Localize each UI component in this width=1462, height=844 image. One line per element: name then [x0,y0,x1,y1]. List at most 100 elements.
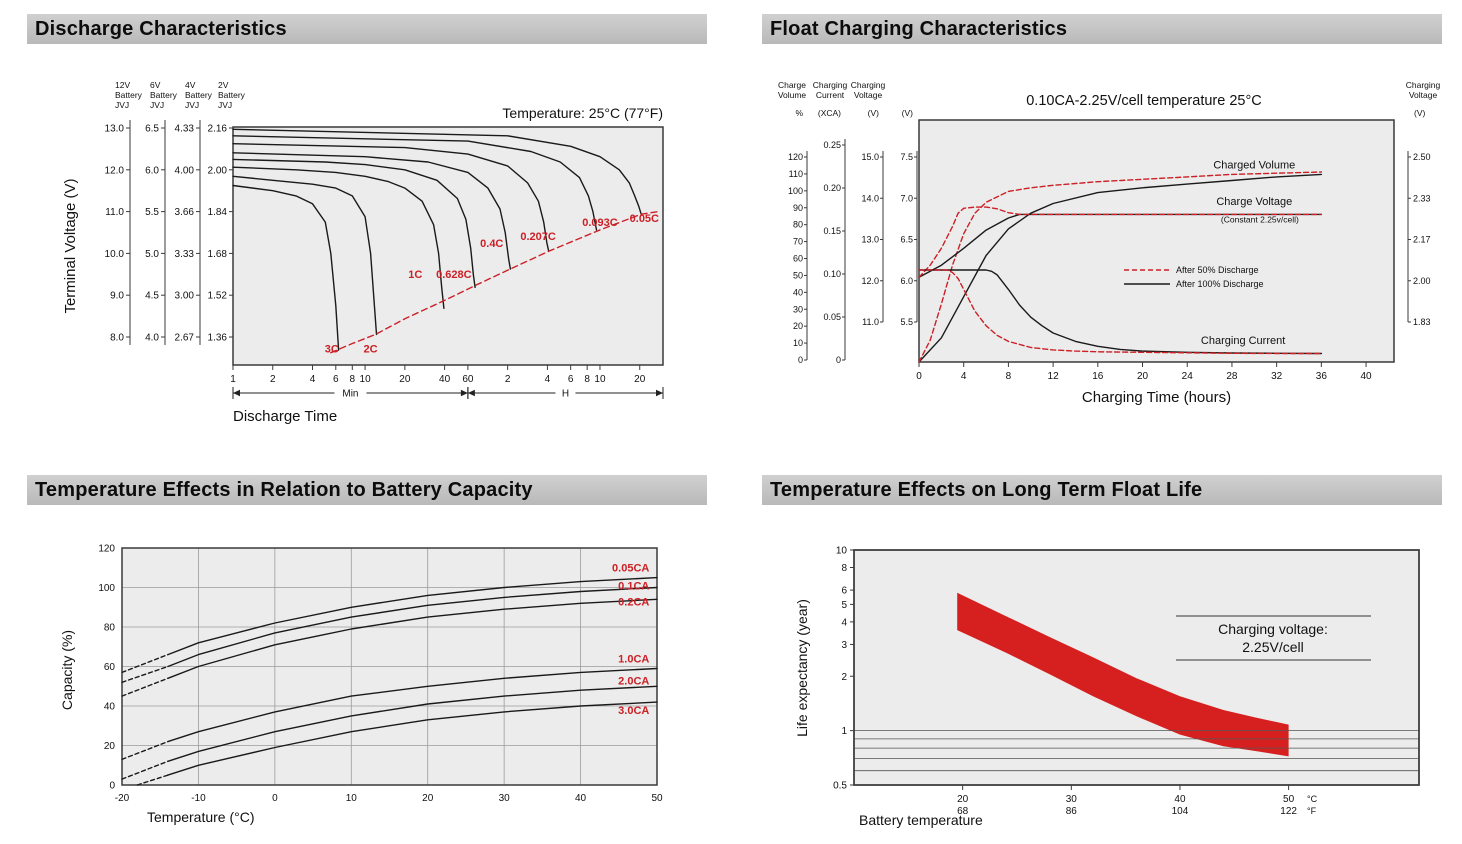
voltage-tick-label: 2.67 [175,333,195,344]
plot-frame [853,549,1420,786]
axis-header: Volume [778,90,807,100]
y-tick-label: 20 [104,741,116,752]
y-tick-label: 5 [841,600,847,611]
legend-label: After 50% Discharge [1176,265,1259,275]
x-tick-label: 20 [1137,371,1149,382]
voltage-column-header: JVJ [218,100,232,110]
panel-header-float-charging: Float Charging Characteristics [762,14,1442,44]
axis-header: Charging [1406,80,1441,90]
axis-tick-label: 15.0 [861,152,879,162]
panel-title-float-charging: Float Charging Characteristics [770,17,1068,40]
arrowhead-icon [460,389,468,397]
y-tick-label: 4 [841,617,847,628]
x-tick-label: 10 [346,793,358,804]
x-unit-celsius: °C [1307,794,1318,804]
axis-header: Charge [778,80,806,90]
axis-tick-label: 1.83 [1413,317,1431,327]
x-tick-label: 1 [230,374,236,385]
y-axis-title: Terminal Voltage (V) [62,178,79,313]
voltage-tick-label: 4.00 [175,165,195,176]
axis-tick-label: 60 [793,254,803,264]
axis-tick-label: 2.50 [1413,152,1431,162]
x-tick-label: 10 [360,374,372,385]
voltage-column-header: Battery [115,90,143,100]
x-tick-label: 0 [916,371,922,382]
axis-tick-label: 0.15 [823,226,841,236]
float-life-chart: 1086543210.5206830864010450122°C°FChargi… [794,546,1420,828]
axis-header: Current [816,90,845,100]
x-tick-label: 8 [350,374,356,385]
x-tick-label-celsius: 30 [1066,794,1078,805]
plot-area [918,119,1395,363]
voltage-tick-label: 3.00 [175,291,195,302]
x-axis-title: Temperature (°C) [147,809,255,825]
rate-label: 2C [364,344,378,356]
panel-float-charging: Float Charging Characteristics 0.10CA-2.… [762,14,1462,434]
voltage-tick-label: 8.0 [110,333,124,344]
rate-label: 0.2CA [618,596,649,608]
x-tick-label-fahrenheit: 68 [957,806,969,817]
axis-tick-label: 110 [789,169,803,179]
capacity-curve-0.2CA-dashed [121,677,169,697]
x-tick-label: 4 [310,374,316,385]
voltage-tick-label: 6.5 [145,124,159,135]
time-unit-label: Min [342,389,358,400]
voltage-column-header: JVJ [185,100,199,110]
voltage-tick-label: 9.0 [110,291,124,302]
rate-label: 1C [408,269,422,281]
x-tick-label: 4 [545,374,551,385]
discharge-curve-0.628C [232,158,476,289]
voltage-tick-label: 1.36 [208,333,228,344]
panel-header-float-life: Temperature Effects on Long Term Float L… [762,475,1442,505]
axis-header: Charging [851,80,886,90]
plot-area [853,549,1420,786]
rate-label: 1.0CA [618,654,649,666]
cutoff-voltage-curve [330,210,659,354]
discharge-curve-1C [232,166,445,309]
voltage-tick-label: 1.84 [208,207,228,218]
curve-label: Charging Current [1201,335,1285,347]
y-tick-label: 120 [98,544,115,555]
curve-charged-volume-after-100 [918,173,1323,363]
x-tick-label: 40 [1360,371,1372,382]
capacity-curve-0.05CA [167,576,658,656]
voltage-tick-label: 1.68 [208,249,228,260]
x-tick-label: 0 [272,793,278,804]
capacity-curve-3.0CA [167,701,658,776]
x-tick-label: 20 [422,793,434,804]
curve-label: (Constant 2.25v/cell) [1221,215,1299,225]
voltage-column-header: Battery [185,90,213,100]
voltage-tick-label: 6.0 [145,165,159,176]
charging-voltage-annotation-value: 2.25V/cell [1242,639,1303,655]
panel-temperature-capacity: Temperature Effects in Relation to Batte… [27,475,727,840]
x-tick-label: 32 [1271,371,1283,382]
axis-tick-label: 6.0 [900,276,913,286]
x-tick-label-fahrenheit: 104 [1172,806,1189,817]
x-tick-label: 12 [1048,371,1060,382]
axis-tick-label: 2.00 [1413,276,1431,286]
x-tick-label: 28 [1226,371,1238,382]
x-tick-label: 50 [651,793,663,804]
x-unit-fahrenheit: °F [1307,806,1317,816]
voltage-tick-label: 2.00 [208,165,228,176]
curve-charge-voltage-after-50 [918,206,1323,278]
axis-header: Charging [813,80,848,90]
voltage-tick-label: 5.5 [145,207,159,218]
x-tick-label-celsius: 20 [957,794,969,805]
axis-tick-label: 0.20 [823,183,841,193]
x-tick-label: 30 [499,793,511,804]
rate-label: 0.05C [630,213,659,225]
x-tick-label: 4 [961,371,967,382]
axis-tick-label: 0.25 [823,140,841,150]
axis-tick-label: 120 [788,152,803,162]
capacity-curve-1.0CA [167,667,658,743]
voltage-tick-label: 5.0 [145,249,159,260]
y-tick-label: 1 [841,726,847,737]
axis-tick-label: 10 [793,338,803,348]
x-tick-label: 6 [333,374,339,385]
x-tick-label: 8 [1006,371,1012,382]
voltage-column-header: JVJ [115,100,129,110]
panel-float-life: Temperature Effects on Long Term Float L… [762,475,1462,840]
arrowhead-icon [233,389,240,397]
